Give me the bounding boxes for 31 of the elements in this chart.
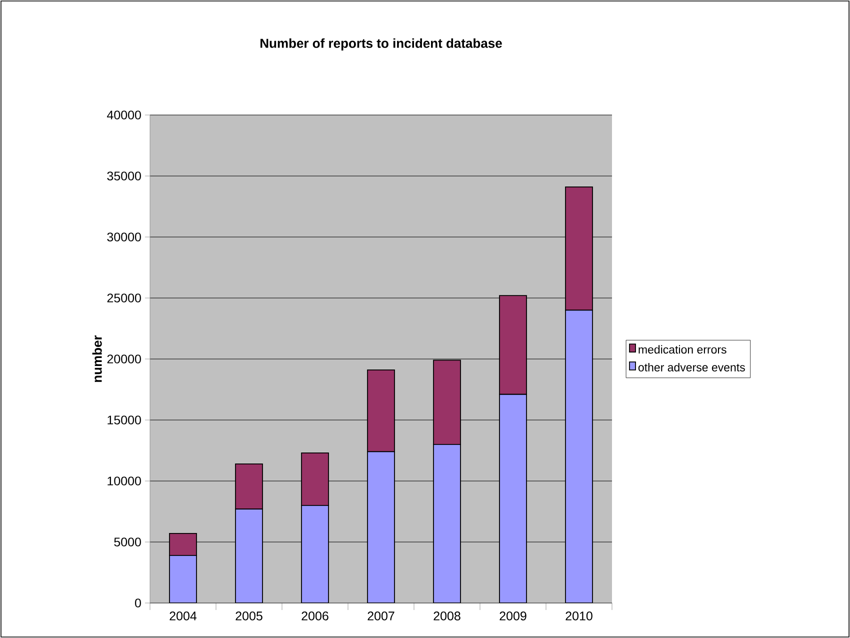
y-tick-label: 25000 xyxy=(107,294,141,302)
bar xyxy=(367,451,395,603)
bar xyxy=(499,394,527,603)
x-tick-label: 2006 xyxy=(302,612,328,620)
bar xyxy=(235,508,263,603)
x-tick-label: 2007 xyxy=(368,612,394,620)
bar xyxy=(367,370,395,452)
y-tick-label: 0 xyxy=(135,598,141,608)
x-tick-label: 2010 xyxy=(566,612,592,620)
y-tick-label: 40000 xyxy=(106,110,141,120)
x-tick-label: 2005 xyxy=(236,612,262,620)
x-tick-label: 2008 xyxy=(434,612,460,620)
y-tick-label: 20000 xyxy=(107,354,141,364)
y-axis-title: number xyxy=(92,335,102,382)
bar xyxy=(565,310,593,603)
y-tick-label: 30000 xyxy=(107,232,141,242)
bar xyxy=(433,444,461,603)
y-tick-label: 10000 xyxy=(108,476,141,486)
x-tick-label: 2009 xyxy=(500,612,526,620)
bar xyxy=(169,554,197,603)
x-tick-label: 2004 xyxy=(170,612,197,620)
bar xyxy=(301,452,329,506)
bar xyxy=(433,360,461,445)
legend-label: medication errors xyxy=(638,345,726,354)
y-tick-label: 35000 xyxy=(107,172,141,180)
chart-title: Number of reports to incident database xyxy=(260,38,502,50)
legend-label: other adverse events xyxy=(638,363,745,372)
bar xyxy=(301,504,329,603)
y-tick-label: 15000 xyxy=(108,416,141,424)
y-tick-label: 5000 xyxy=(114,538,141,546)
bar xyxy=(235,463,263,510)
